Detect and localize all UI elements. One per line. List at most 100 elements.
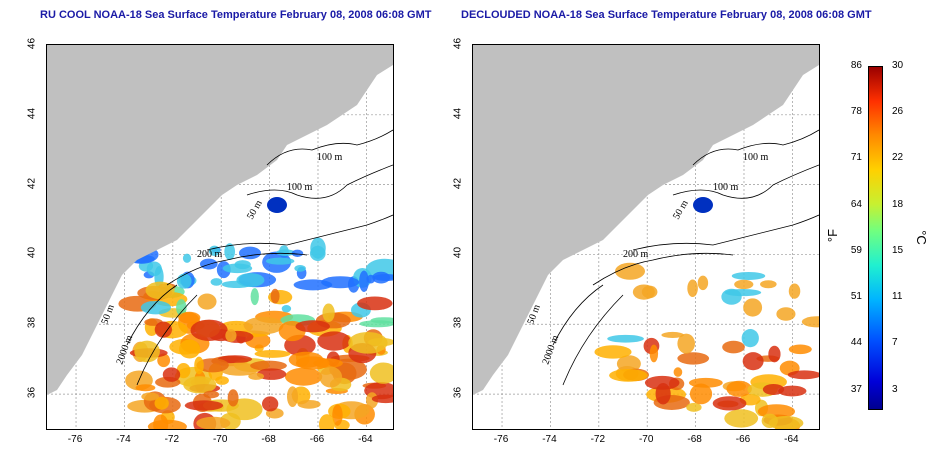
- sst-patch: [319, 366, 343, 388]
- sst-patch: [712, 396, 747, 411]
- colorbar: [868, 66, 883, 410]
- sst-patch: [222, 263, 253, 274]
- sst-patch: [184, 400, 224, 411]
- sst-patch: [154, 321, 173, 338]
- sst-patch: [153, 414, 169, 429]
- y-tick-label: 38: [452, 317, 464, 329]
- sst-patch: [332, 404, 343, 426]
- right-panel-title: DECLOUDED NOAA-18 Sea Surface Temperatur…: [461, 9, 872, 21]
- sst-patch: [309, 245, 326, 261]
- colorbar-c-tick: 3: [892, 383, 898, 395]
- contour-label-50m-a: 50 m: [671, 198, 691, 221]
- sst-patch: [787, 370, 819, 380]
- sst-patch: [183, 376, 217, 394]
- colorbar-c-tick: 22: [892, 152, 904, 164]
- y-tick-label: 38: [26, 317, 38, 329]
- sst-patch: [743, 298, 763, 317]
- sst-patch: [208, 245, 221, 257]
- sst-patch: [157, 353, 171, 368]
- colorbar-c-tick: 15: [892, 244, 904, 256]
- sst-patch: [357, 296, 393, 311]
- right-map-panel: 100 m 100 m 50 m 200 m 50 m 2000 m: [472, 44, 820, 430]
- y-tick-label: 46: [452, 37, 464, 50]
- sst-patch: [760, 280, 777, 289]
- contour-label-100m-a: 100 m: [743, 152, 769, 163]
- sst-patch: [197, 293, 217, 310]
- sst-patch: [145, 281, 175, 300]
- sst-patch: [217, 355, 253, 364]
- sst-patch: [243, 316, 284, 335]
- sst-patch: [190, 319, 228, 341]
- x-tick-label: -70: [638, 434, 654, 445]
- sst-patch: [686, 402, 702, 412]
- colorbar-f-tick: 59: [850, 244, 862, 256]
- sst-patch: [677, 333, 696, 354]
- sst-patch: [196, 416, 231, 429]
- sst-patch: [281, 305, 292, 313]
- sst-patch: [154, 396, 169, 410]
- sst-patch: [141, 392, 159, 401]
- x-tick-label: -74: [116, 434, 131, 445]
- x-tick-label: -66: [735, 434, 751, 445]
- sst-patch: [742, 352, 764, 371]
- left-map: 100 m 100 m 50 m 200 m 50 m 2000 m: [47, 45, 393, 429]
- colorbar-f-tick: 64: [850, 198, 862, 210]
- sst-patch: [788, 344, 812, 355]
- x-tick-label: -68: [261, 434, 276, 445]
- sst-patch: [254, 349, 291, 358]
- sst-patch: [318, 414, 335, 429]
- sst-patch: [655, 382, 671, 405]
- sst-patch: [284, 367, 323, 386]
- sst-patch: [724, 409, 759, 428]
- contour-label-50m-a: 50 m: [245, 198, 265, 221]
- sst-patch: [286, 386, 299, 407]
- colorbar-f-tick: 51: [850, 291, 862, 303]
- sst-patch: [224, 243, 236, 261]
- sst-patch: [761, 413, 778, 429]
- left-panel-title: RU COOL NOAA-18 Sea Surface Temperature …: [40, 9, 432, 21]
- contour-label-100m-b: 100 m: [287, 182, 313, 193]
- y-tick-label: 40: [452, 247, 464, 259]
- sst-patch: [176, 273, 192, 289]
- sst-patch: [359, 270, 369, 292]
- sst-patch: [248, 372, 265, 380]
- sst-patch: [270, 288, 280, 304]
- sst-patch: [291, 249, 304, 258]
- sst-patch: [726, 380, 752, 397]
- sst-patch: [788, 283, 801, 299]
- sst-patch: [741, 329, 759, 348]
- x-tick-label: -64: [784, 434, 799, 445]
- sst-patch: [179, 339, 201, 359]
- sst-patch: [644, 375, 680, 390]
- sst-patch: [677, 352, 710, 365]
- sst-patch: [776, 307, 796, 321]
- x-tick-label: -76: [67, 434, 83, 445]
- sst-patch: [689, 383, 713, 405]
- sst-patch: [256, 368, 287, 380]
- sst-patch: [632, 284, 655, 300]
- sst-patch: [778, 385, 807, 397]
- colorbar-f-tick: 78: [850, 106, 862, 118]
- y-tick-label: 42: [26, 177, 38, 189]
- sst-patch: [731, 271, 766, 280]
- sst-patch: [176, 299, 187, 316]
- fahrenheit-unit-label: °F: [825, 228, 841, 243]
- y-tick-label: 46: [26, 37, 38, 50]
- sst-patch: [615, 262, 646, 280]
- colorbar-c-tick: 30: [892, 60, 904, 71]
- y-tick-label: 40: [26, 247, 38, 259]
- sst-patch: [297, 399, 321, 409]
- sst-patch: [594, 345, 632, 359]
- y-tick-label: 44: [26, 107, 38, 119]
- x-tick-label: -70: [212, 434, 228, 445]
- sst-patch: [768, 345, 781, 363]
- sst-patch: [724, 289, 762, 297]
- sst-patch: [370, 317, 393, 324]
- sst-patch: [146, 261, 162, 277]
- sst-patch: [649, 344, 659, 363]
- colorbar-c-tick: 11: [892, 291, 903, 303]
- sst-patch: [369, 362, 393, 384]
- contour-label-200m: 200 m: [623, 249, 649, 260]
- x-tick-label: -72: [590, 434, 606, 445]
- contour-label-100m-a: 100 m: [317, 152, 343, 163]
